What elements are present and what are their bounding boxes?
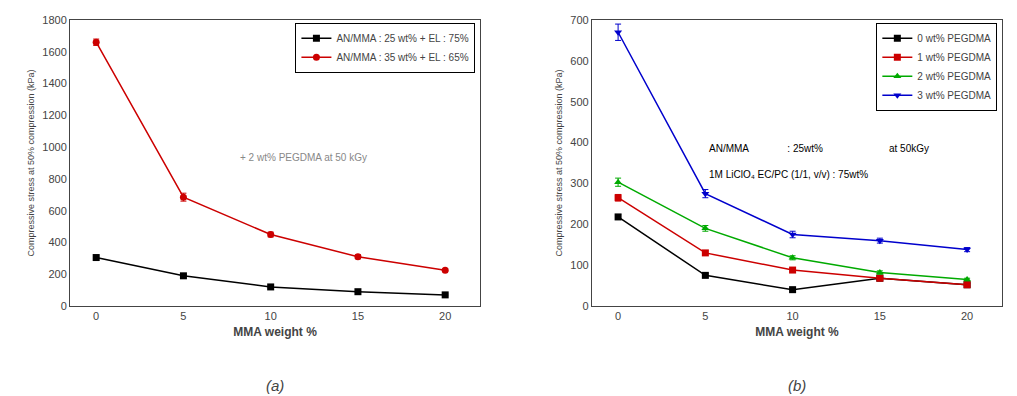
- svg-text:1600: 1600: [42, 46, 66, 58]
- svg-text:600: 600: [570, 55, 588, 67]
- svg-text:1000: 1000: [42, 141, 66, 153]
- svg-text:+ 2 wt% PEGDMA at 50 kGy: + 2 wt% PEGDMA at 50 kGy: [240, 152, 367, 163]
- svg-text:0: 0: [615, 310, 621, 322]
- svg-text:300: 300: [570, 177, 588, 189]
- svg-text:700: 700: [570, 14, 588, 26]
- svg-text:200: 200: [48, 268, 66, 280]
- svg-text:100: 100: [570, 259, 588, 271]
- svg-text:5: 5: [180, 310, 186, 322]
- svg-text:400: 400: [570, 136, 588, 148]
- svg-text:MMA weight %: MMA weight %: [233, 325, 317, 339]
- svg-text:400: 400: [48, 236, 66, 248]
- svg-text:0 wt% PEGDMA: 0 wt% PEGDMA: [917, 33, 991, 44]
- svg-text:AN/MMA : 25 wt% + EL : 75%: AN/MMA : 25 wt% + EL : 75%: [336, 33, 468, 44]
- svg-text:1M LiClO₄ EC/PC (1/1, v/v) : 7: 1M LiClO₄ EC/PC (1/1, v/v) : 75wt%: [709, 169, 868, 180]
- svg-text:2 wt% PEGDMA: 2 wt% PEGDMA: [917, 71, 991, 82]
- svg-text:0: 0: [61, 300, 67, 312]
- svg-text:15: 15: [874, 310, 886, 322]
- svg-text:20: 20: [961, 310, 973, 322]
- svg-text:800: 800: [48, 173, 66, 185]
- svg-text:10: 10: [786, 310, 798, 322]
- svg-text:MMA weight %: MMA weight %: [755, 325, 839, 339]
- svg-text:at 50kGy: at 50kGy: [889, 143, 929, 154]
- svg-text:1 wt% PEGDMA: 1 wt% PEGDMA: [917, 52, 991, 63]
- svg-text:500: 500: [570, 96, 588, 108]
- svg-text:AN/MMA : 35 wt% + EL : 65%: AN/MMA : 35 wt% + EL : 65%: [336, 52, 468, 63]
- svg-text:(b): (b): [788, 377, 806, 394]
- svg-text:AN/MMA : 25wt%: AN/MMA : 25wt%: [709, 143, 823, 154]
- svg-text:0: 0: [93, 310, 99, 322]
- svg-text:15: 15: [352, 310, 364, 322]
- svg-text:5: 5: [702, 310, 708, 322]
- svg-text:1400: 1400: [42, 77, 66, 89]
- svg-text:0: 0: [583, 300, 589, 312]
- svg-text:20: 20: [439, 310, 451, 322]
- svg-text:(a): (a): [266, 377, 284, 394]
- svg-text:1800: 1800: [42, 14, 66, 26]
- svg-text:3 wt% PEGDMA: 3 wt% PEGDMA: [917, 90, 991, 101]
- svg-text:600: 600: [48, 205, 66, 217]
- svg-text:10: 10: [265, 310, 277, 322]
- svg-text:1200: 1200: [42, 109, 66, 121]
- svg-text:200: 200: [570, 218, 588, 230]
- svg-text:Compressive stress at 50% comp: Compressive stress at 50% compression (k…: [554, 69, 564, 256]
- svg-text:Compressive stress at 50% comp: Compressive stress at 50% compression (k…: [26, 69, 36, 256]
